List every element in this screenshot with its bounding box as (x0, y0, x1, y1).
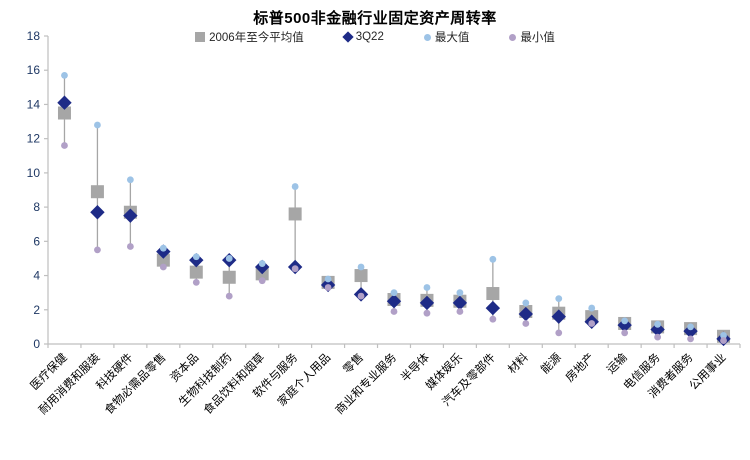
q3-diamond-marker (650, 322, 665, 337)
max-dot-marker (621, 317, 629, 325)
min-dot-marker (720, 337, 727, 344)
min-dot-marker (489, 315, 497, 323)
min-dot-marker (159, 263, 167, 271)
max-dot-marker (522, 299, 530, 307)
mean-square-marker (354, 269, 368, 283)
q3-diamond-marker (485, 300, 501, 316)
max-dot-marker (720, 332, 727, 339)
legend-label-average: 2006年至今平均值 (209, 32, 304, 44)
y-axis-tick-label: 16 (27, 63, 41, 77)
y-axis-tick-label: 6 (33, 234, 40, 248)
legend-label-min: 最小值 (520, 32, 555, 44)
q3-diamond-marker (189, 252, 204, 268)
max-dot-marker (192, 253, 200, 261)
min-dot-marker (423, 309, 431, 317)
max-dot-marker (258, 260, 266, 267)
x-axis-category-label: 零售 (340, 350, 366, 376)
legend-item-average: 2006年至今平均值 (195, 29, 304, 45)
max-dot-marker (225, 255, 233, 262)
min-dot-marker (621, 329, 629, 337)
mean-square-marker (90, 185, 104, 199)
max-dot-marker (126, 176, 134, 184)
q3-diamond-marker (683, 323, 698, 339)
q3-diamond-marker (156, 244, 171, 259)
q3-diamond-marker (551, 309, 566, 324)
legend-item-max: 最大值 (423, 29, 470, 45)
max-dot-marker (159, 244, 167, 252)
x-axis-category-label: 公用事业 (687, 351, 729, 393)
square-marker-icon (195, 32, 206, 42)
min-dot-marker (522, 320, 530, 327)
y-axis-tick-label: 8 (33, 200, 40, 214)
min-dot-icon (509, 33, 517, 41)
min-dot-marker (555, 329, 563, 337)
q3-diamond-marker (452, 295, 468, 311)
min-dot-marker (192, 279, 200, 286)
max-dot-marker (357, 263, 365, 271)
y-axis-tick-label: 12 (27, 132, 41, 146)
max-dot-marker (61, 71, 68, 79)
mean-square-marker (288, 207, 302, 221)
mean-square-marker (486, 287, 500, 301)
q3-diamond-marker (123, 208, 138, 223)
x-axis-category-label: 能源 (538, 350, 565, 377)
mean-square-marker (57, 106, 71, 120)
max-dot-marker (588, 304, 596, 312)
max-dot-marker (324, 275, 332, 283)
y-axis-tick-label: 0 (33, 337, 40, 351)
min-dot-marker (654, 333, 662, 341)
x-axis-category-label: 半导体 (398, 350, 433, 385)
x-axis-category-label: 材料 (505, 350, 532, 377)
max-dot-marker (390, 289, 398, 297)
y-axis-tick-label: 10 (27, 166, 41, 180)
min-dot-marker (258, 277, 266, 285)
y-axis-tick-label: 14 (27, 97, 41, 111)
page-title: 标普500非金融行业固定资产周转率 (253, 10, 497, 27)
y-axis-tick-label: 18 (27, 29, 41, 43)
mean-square-marker (222, 270, 236, 284)
q3-diamond-marker (617, 317, 632, 333)
q3-diamond-marker (254, 259, 270, 275)
mean-square-marker (156, 253, 170, 267)
min-dot-marker (291, 265, 299, 273)
min-dot-marker (126, 243, 134, 250)
y-axis-tick-label: 2 (33, 303, 40, 317)
q3-diamond-marker (386, 294, 402, 309)
min-dot-marker (94, 246, 101, 254)
min-dot-marker (456, 308, 464, 315)
y-axis-tick-label: 4 (33, 269, 40, 283)
x-axis-category-label: 资本品 (167, 350, 201, 384)
max-dot-marker (555, 295, 563, 303)
max-dot-marker (94, 121, 101, 129)
min-dot-marker (390, 308, 398, 315)
min-dot-marker (687, 335, 694, 343)
min-dot-marker (225, 292, 233, 300)
min-dot-marker (324, 284, 332, 291)
legend-item-min: 最小值 (509, 29, 555, 45)
q3-diamond-marker (419, 295, 435, 311)
legend-item-3q22: 3Q22 (342, 31, 384, 43)
max-dot-marker (291, 183, 299, 190)
min-dot-marker (61, 142, 68, 149)
legend-label-max: 最大值 (434, 32, 470, 44)
min-dot-marker (588, 320, 596, 327)
q3-diamond-marker (90, 205, 105, 220)
max-dot-marker (489, 255, 497, 263)
max-dot-marker (687, 323, 694, 331)
x-axis-category-label: 运输 (604, 350, 631, 377)
q3-diamond-marker (57, 95, 72, 110)
mean-square-marker (189, 265, 203, 279)
max-dot-icon (423, 33, 431, 41)
max-dot-marker (654, 320, 662, 328)
chart-legend: 2006年至今平均值 3Q22 最大值 最小值 (0, 29, 750, 45)
min-dot-marker (357, 292, 365, 300)
x-axis-category-label: 房地产 (563, 350, 597, 384)
max-dot-marker (456, 289, 464, 297)
max-dot-marker (423, 284, 431, 291)
q3-diamond-marker (518, 306, 534, 322)
legend-label-3q22: 3Q22 (355, 31, 384, 43)
